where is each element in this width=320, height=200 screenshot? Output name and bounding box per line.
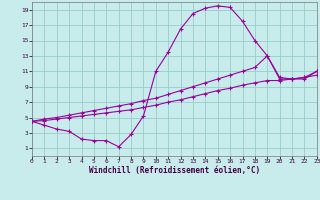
X-axis label: Windchill (Refroidissement éolien,°C): Windchill (Refroidissement éolien,°C)	[89, 166, 260, 175]
